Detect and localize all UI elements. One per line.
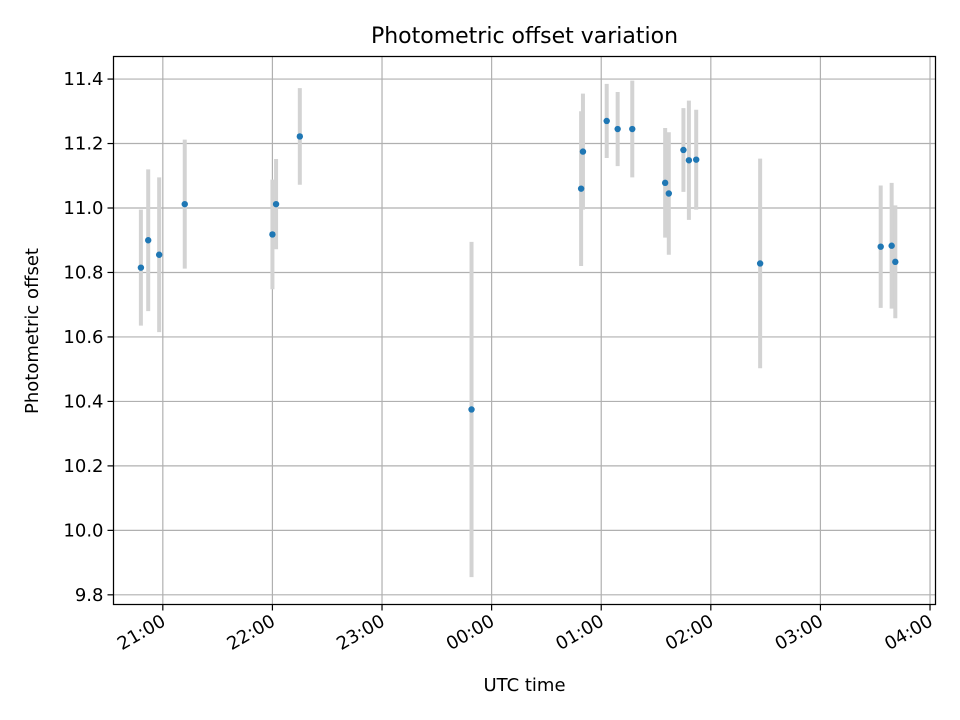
y-tick-label: 10.8 (63, 262, 103, 283)
y-tick-label: 9.8 (75, 585, 104, 606)
data-point (629, 125, 636, 133)
data-point (680, 146, 687, 154)
y-tick-label: 10.0 (63, 520, 103, 541)
data-point (693, 156, 700, 163)
data-point (877, 243, 884, 250)
data-point (665, 190, 673, 197)
y-tick-label: 10.2 (63, 456, 103, 477)
data-point (137, 264, 145, 271)
data-point (269, 231, 276, 238)
data-point (181, 200, 188, 208)
data-point (888, 242, 895, 249)
data-points (137, 117, 899, 413)
data-point (661, 179, 669, 187)
y-tick-label: 11.2 (63, 134, 103, 155)
data-point (614, 125, 621, 133)
data-point (468, 406, 475, 413)
data-point (756, 260, 764, 267)
chart-title: Photometric offset variation (371, 24, 678, 49)
data-point (892, 258, 899, 266)
y-tick-label: 10.6 (63, 327, 103, 348)
data-point (685, 157, 693, 164)
y-tick-label: 11.4 (63, 69, 103, 90)
data-point (155, 251, 163, 258)
grid (113, 56, 936, 605)
plot-frame (112, 55, 937, 606)
data-point (272, 200, 280, 208)
data-point (603, 117, 610, 125)
y-tick-label: 11.0 (63, 198, 103, 219)
y-axis-label: Photometric offset (22, 248, 43, 414)
x-axis-label: UTC time (483, 675, 565, 696)
data-point (579, 148, 587, 155)
y-axis-ticks: 9.8 10.0 10.2 10.4 10.6 10.8 11.0 11.2 11.4 (63, 69, 114, 606)
data-point (577, 185, 585, 192)
y-tick-label: 10.4 (63, 391, 103, 412)
data-point (145, 237, 152, 244)
data-point (296, 133, 304, 140)
